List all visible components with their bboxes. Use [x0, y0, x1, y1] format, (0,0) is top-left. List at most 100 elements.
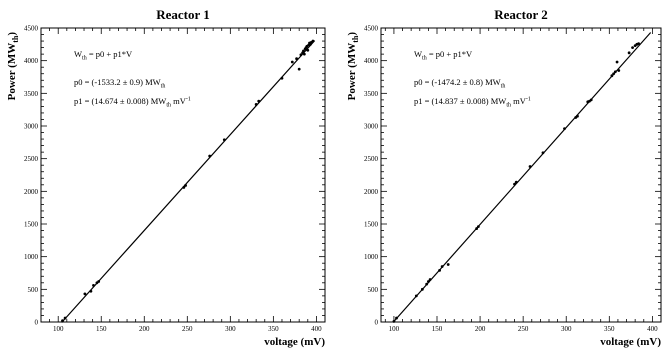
x-tick-label: 150: [96, 325, 107, 333]
y-tick-label: 2000: [364, 188, 379, 196]
y-tick-label: 1500: [24, 221, 39, 229]
x-axis-label: voltage (mV): [600, 336, 661, 348]
y-axis-label: Power (MWth): [6, 32, 20, 101]
data-point: [541, 151, 545, 155]
data-point: [61, 319, 64, 323]
chart-title: Reactor 2: [494, 7, 548, 22]
x-tick-label: 150: [432, 325, 443, 333]
data-point: [222, 138, 226, 142]
data-point: [613, 70, 617, 74]
data-point: [97, 280, 101, 283]
data-point: [637, 42, 640, 46]
y-tick-label: 2500: [364, 155, 379, 163]
plot-frame: [40, 27, 326, 323]
data-point: [612, 72, 616, 76]
data-point: [576, 114, 579, 118]
fit-annotation-2: p0 = (-1474.2 ± 0.8) MWth: [414, 77, 505, 90]
data-point: [297, 67, 301, 71]
y-tick-label: 2500: [24, 155, 39, 163]
y-tick-label: 500: [368, 286, 379, 294]
fit-annotation-3: p1 = (14.837 ± 0.008) MWth mV-1: [414, 96, 531, 109]
data-point: [392, 319, 396, 323]
data-point: [513, 182, 516, 186]
data-point: [446, 263, 450, 266]
data-point: [295, 57, 298, 61]
data-point: [302, 52, 306, 56]
y-axis-label: Power (MWth): [346, 32, 360, 101]
fit-annotation-1: Wth = p0 + p1*V: [414, 49, 473, 62]
fit-line: [392, 32, 652, 323]
plot-frame: [380, 27, 662, 323]
data-point: [475, 227, 479, 230]
y-tick-label: 4000: [24, 57, 39, 65]
x-tick-label: 200: [475, 325, 486, 333]
x-tick-label: 400: [647, 325, 658, 333]
y-tick-label: 1000: [364, 253, 379, 261]
data-point: [63, 316, 67, 320]
y-tick-label: 0: [375, 319, 379, 327]
data-point: [563, 127, 566, 131]
data-point: [257, 99, 261, 103]
chart-title: Reactor 1: [156, 7, 210, 22]
data-point: [438, 268, 441, 272]
data-point: [610, 74, 614, 78]
data-point: [184, 184, 187, 187]
data-point: [395, 316, 398, 320]
data-point: [428, 278, 432, 281]
fit-annotation-1: Wth = p0 + p1*V: [74, 49, 133, 62]
data-point: [615, 60, 619, 64]
data-point: [311, 39, 315, 43]
x-tick-label: 200: [139, 325, 150, 333]
y-tick-label: 4500: [364, 25, 379, 33]
y-tick-label: 500: [28, 286, 39, 294]
y-tick-label: 3000: [364, 123, 379, 131]
fit-line: [61, 40, 316, 323]
data-point: [83, 292, 87, 296]
x-tick-label: 400: [311, 325, 322, 333]
data-point: [589, 98, 593, 102]
data-point: [426, 280, 430, 283]
data-point: [476, 225, 480, 229]
x-tick-label: 300: [561, 325, 572, 333]
x-tick-label: 300: [225, 325, 236, 333]
data-point: [528, 165, 532, 168]
x-tick-label: 100: [53, 325, 64, 333]
y-tick-label: 3000: [24, 123, 39, 131]
data-point: [302, 49, 305, 53]
x-tick-label: 350: [604, 325, 615, 333]
data-point: [290, 60, 294, 64]
y-tick-label: 4500: [24, 25, 39, 33]
fit-annotation-3: p1 = (14.674 ± 0.008) MWth mV-1: [74, 96, 191, 109]
data-point: [440, 265, 444, 268]
data-point: [425, 282, 429, 286]
y-tick-label: 3500: [24, 90, 39, 98]
data-point: [631, 46, 634, 49]
data-point: [280, 76, 284, 80]
y-tick-label: 3500: [364, 90, 379, 98]
data-point: [299, 53, 303, 57]
y-tick-label: 1500: [364, 221, 379, 229]
y-tick-label: 2000: [24, 188, 39, 196]
y-tick-label: 0: [35, 319, 39, 327]
data-point: [306, 48, 310, 52]
fit-annotation-2: p0 = (-1533.2 ± 0.9) MWth: [74, 77, 165, 90]
data-point: [514, 180, 518, 184]
y-tick-label: 4000: [364, 57, 379, 65]
data-point: [92, 284, 95, 287]
x-tick-label: 100: [389, 325, 400, 333]
x-tick-label: 250: [182, 325, 193, 333]
x-tick-label: 250: [518, 325, 529, 333]
data-point: [617, 69, 621, 72]
y-tick-label: 1000: [24, 253, 39, 261]
x-axis-label: voltage (mV): [264, 336, 325, 348]
x-tick-label: 350: [268, 325, 279, 333]
data-point: [627, 51, 631, 55]
data-point: [182, 186, 186, 189]
data-point: [89, 289, 93, 293]
data-point: [208, 154, 212, 158]
data-point: [420, 287, 424, 291]
data-point: [414, 294, 418, 298]
